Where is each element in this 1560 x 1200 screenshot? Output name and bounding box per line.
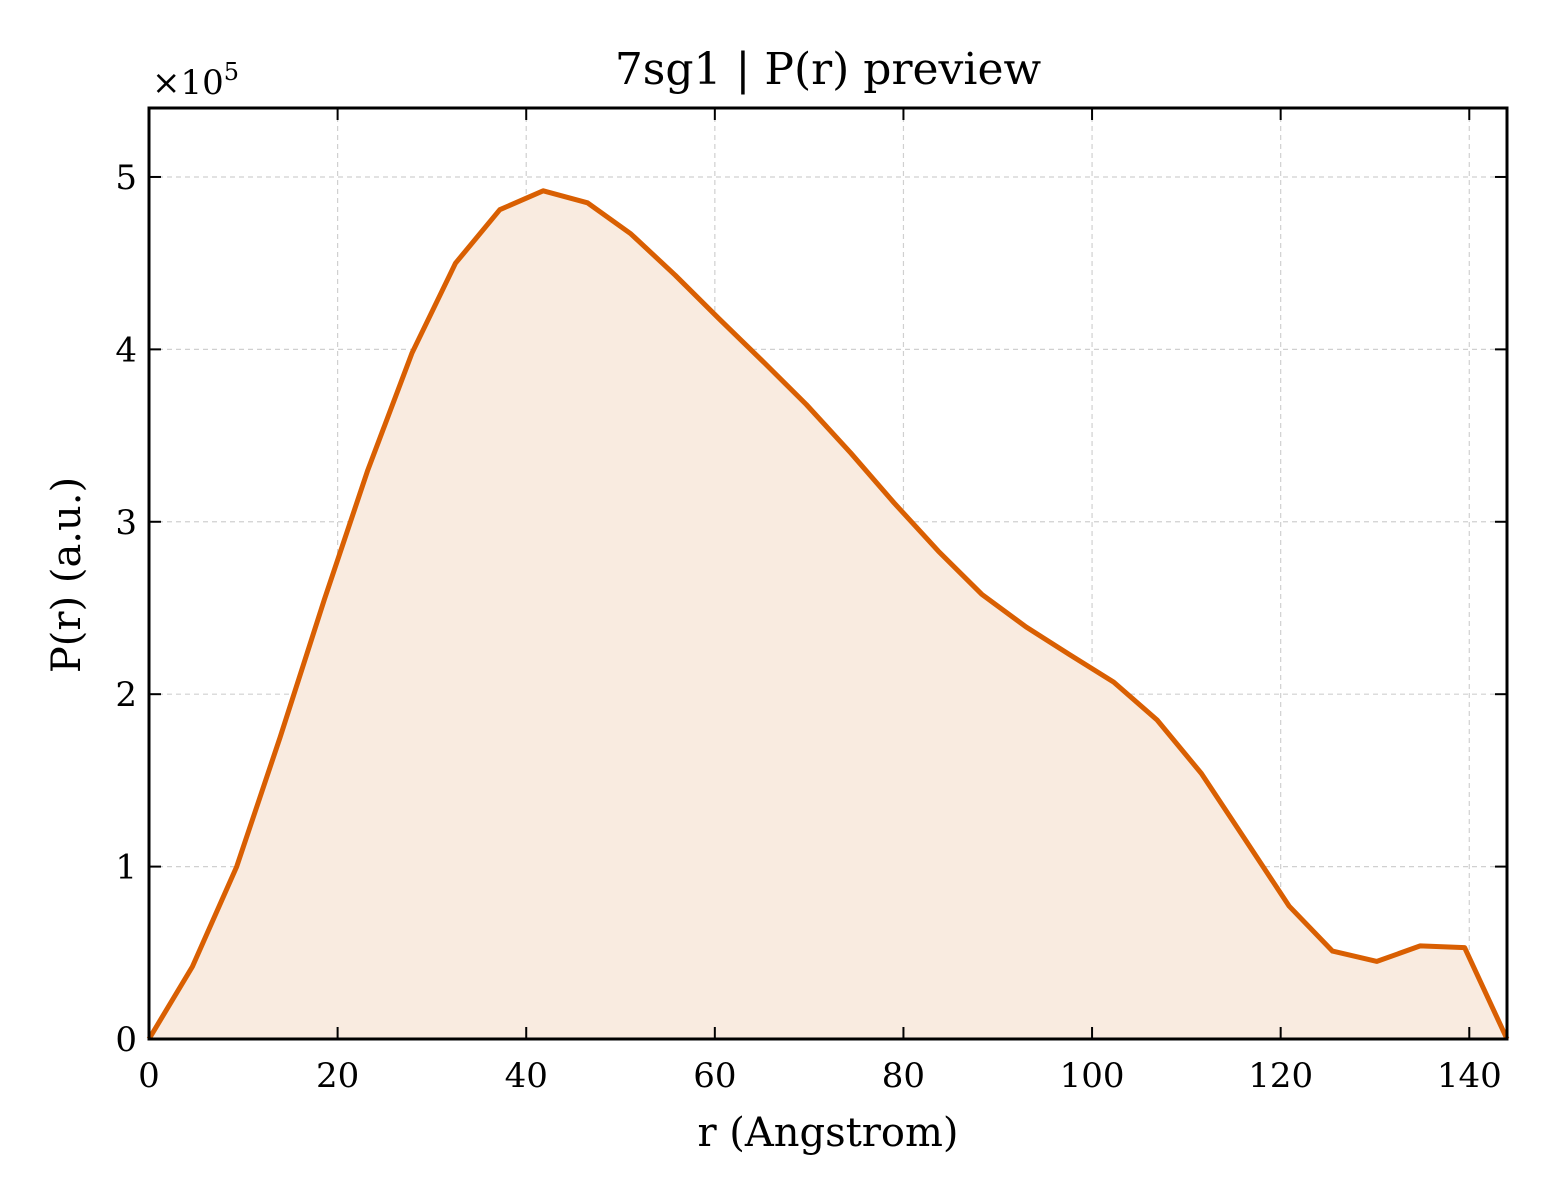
x-tick-label: 60 [693,1056,736,1096]
chart-title: 7sg1 | P(r) preview [615,44,1042,95]
x-tick-label: 120 [1248,1056,1313,1096]
x-tick-label: 80 [882,1056,925,1096]
x-tick-label: 100 [1060,1056,1125,1096]
y-tick-label: 2 [115,675,137,715]
x-tick-label: 0 [138,1056,160,1096]
x-tick-label: 140 [1437,1056,1502,1096]
axis-ticks: 0 20 40 60 80 100 120 140 0 1 2 3 4 5 [115,108,1507,1096]
x-tick-label: 20 [316,1056,359,1096]
y-tick-label: 4 [115,330,137,370]
pr-area-fill [149,190,1507,1040]
pr-series-line [146,188,1510,1041]
y-axis-label: P(r) (a.u.) [44,477,90,673]
y-multiplier-label: ×105 [152,58,239,103]
y-tick-label: 3 [115,503,137,543]
plot-frame [147,106,1509,1041]
y-tick-label: 0 [115,1020,137,1060]
y-multiplier-base: ×10 [152,63,224,103]
y-multiplier-exponent: 5 [224,58,239,86]
y-tick-label: 5 [115,158,137,198]
x-tick-label: 40 [505,1056,548,1096]
y-tick-label: 1 [115,848,137,888]
x-axis-label: r (Angstrom) [697,1110,958,1156]
